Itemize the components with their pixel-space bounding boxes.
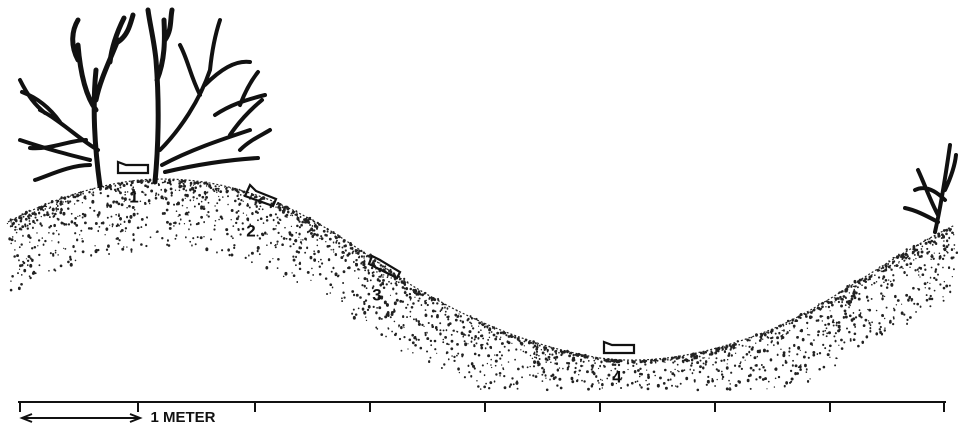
station-label: 3 — [372, 285, 381, 304]
marker — [367, 254, 402, 280]
station-markers — [116, 160, 636, 355]
scale-label: 1 METER — [150, 409, 215, 426]
marker — [243, 183, 278, 208]
station-label: 1 — [129, 187, 138, 206]
stipple-dots — [6, 178, 958, 392]
scale-bar — [18, 401, 946, 423]
marker — [602, 340, 636, 355]
dune-profile — [7, 178, 956, 361]
stipple — [6, 178, 958, 392]
marker — [116, 160, 150, 175]
arrow-heads — [19, 413, 143, 423]
station-label: 4 — [612, 367, 622, 386]
tree-left — [18, 7, 272, 189]
station-label: 2 — [246, 221, 255, 240]
tree-right — [903, 143, 958, 234]
scale-ticks — [19, 402, 945, 412]
